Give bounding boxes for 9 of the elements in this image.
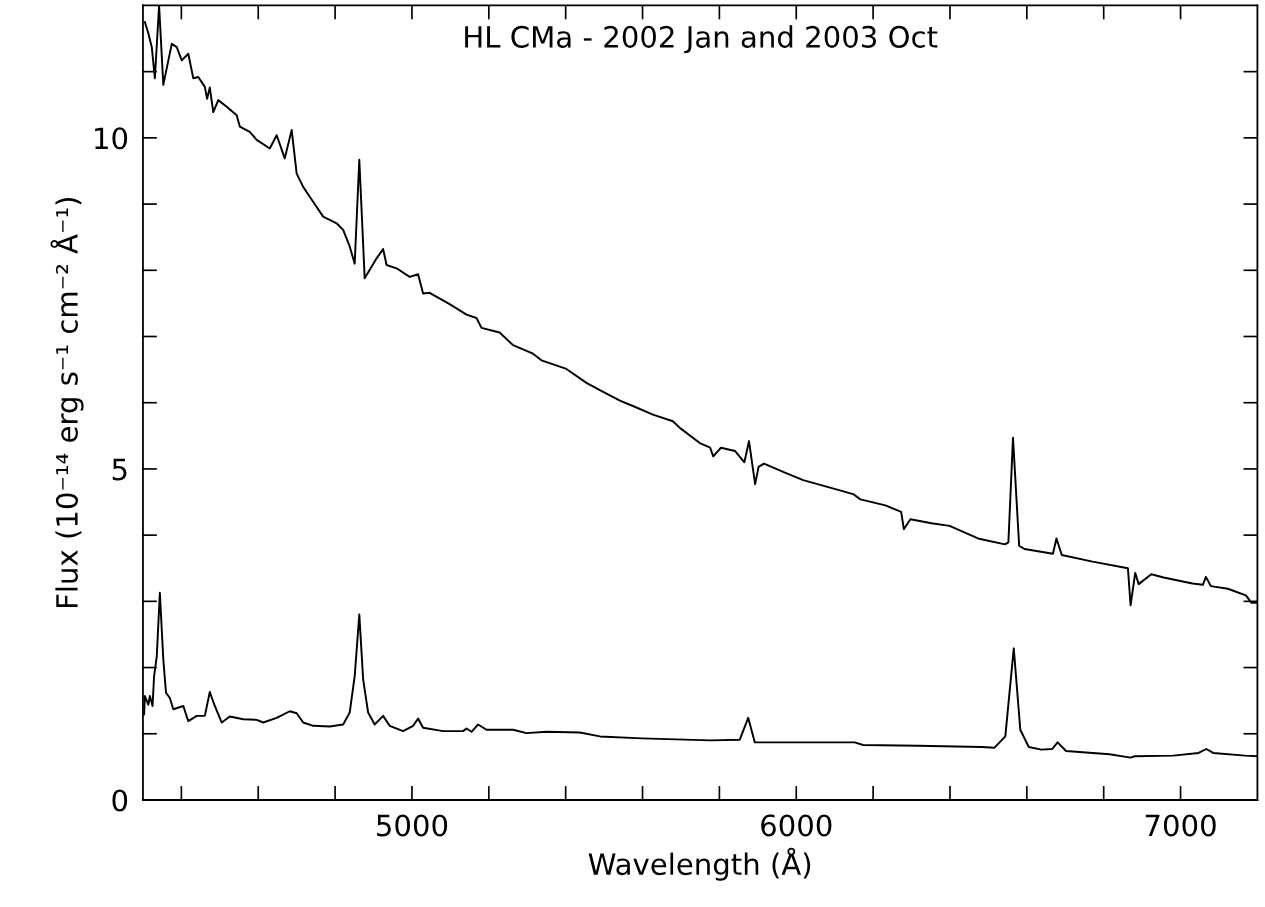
text: HL CMa - 2002 Jan and 2003 Oct [465, 25, 938, 54]
x-tick-label: 7000 [1145, 814, 1216, 837]
y-tick-label: 10 [95, 127, 128, 150]
x-axis-title: Wavelength (Å) [588, 847, 811, 881]
y-axis-title: Flux (10⁻¹⁴ erg s⁻¹ cm⁻² Å⁻¹) [50, 198, 84, 608]
y-tick-label: 5 [112, 458, 127, 481]
x-tick-label: 6000 [761, 814, 832, 837]
x-tick-label: 5000 [377, 814, 448, 837]
y-tick-label: 0 [112, 789, 128, 812]
